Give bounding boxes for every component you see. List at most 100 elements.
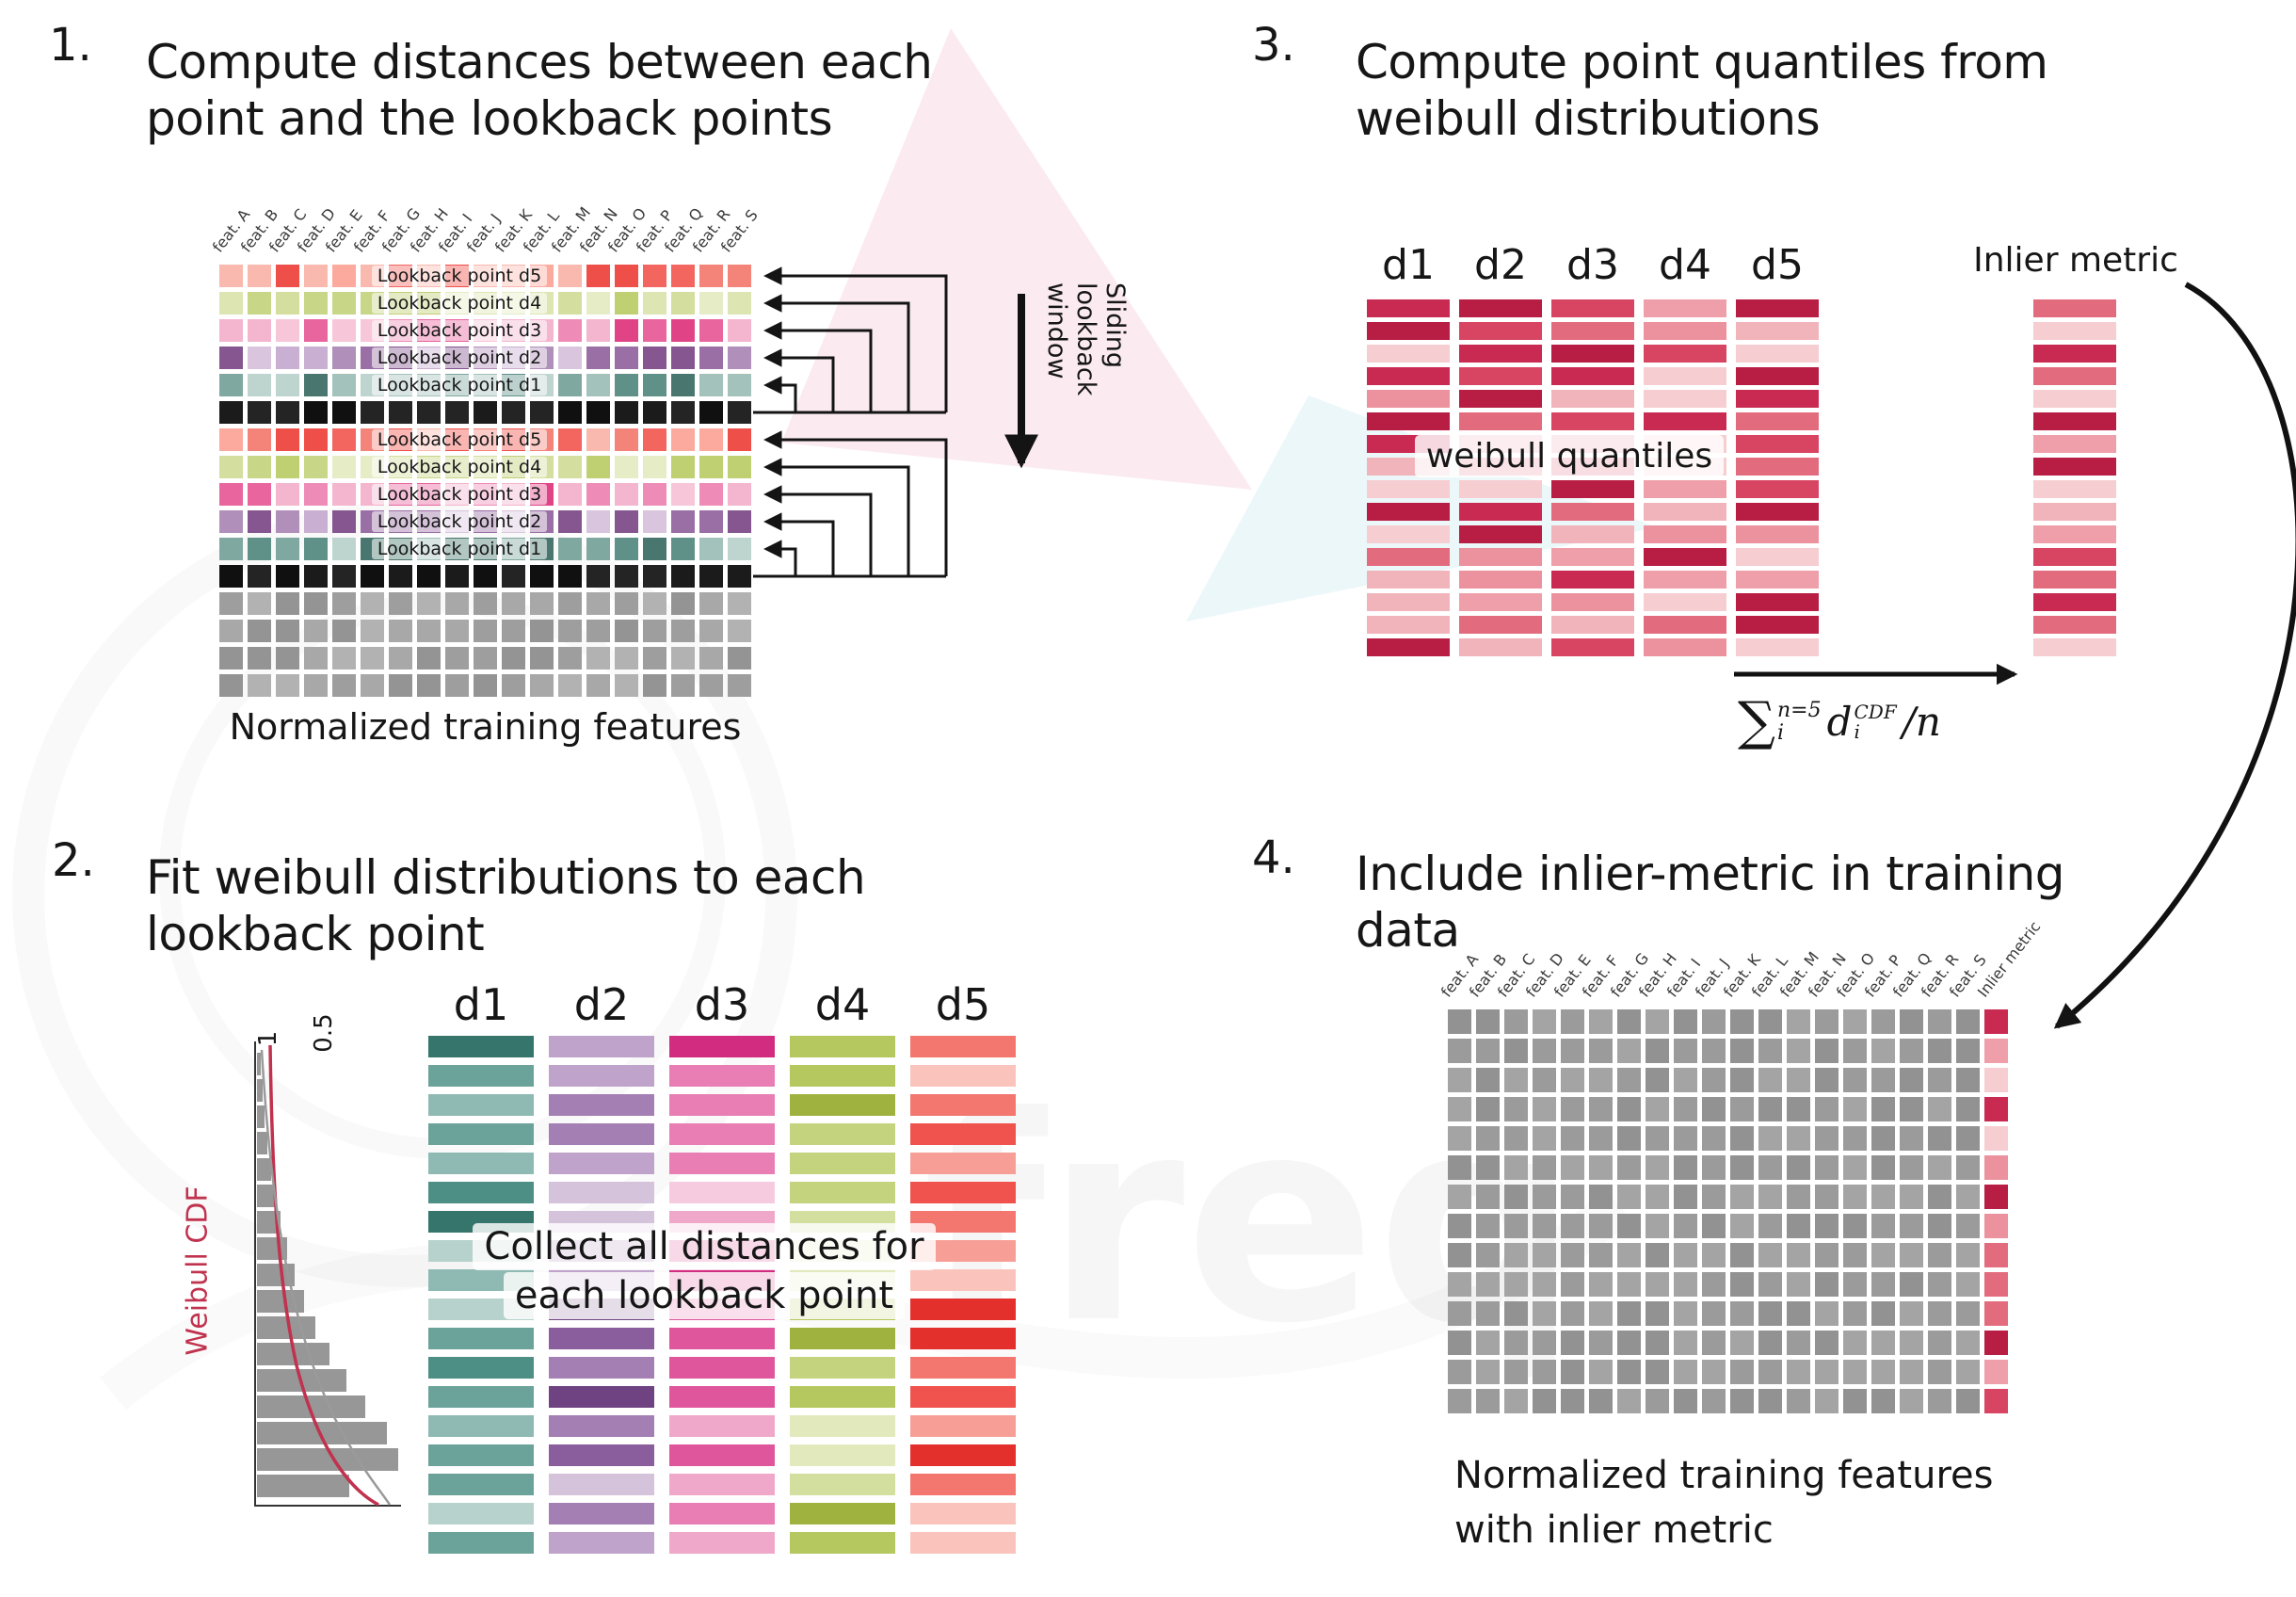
training-feature-cell: [1448, 1185, 1471, 1209]
distance-bar: [549, 1357, 654, 1379]
training-feature-cell: [1448, 1068, 1471, 1092]
training-feature-cell: [1730, 1301, 1754, 1326]
training-feature-cell: [1702, 1039, 1726, 1063]
matrix-cell: [219, 292, 243, 315]
matrix-cell: [728, 292, 751, 315]
distance-bar: [910, 1123, 1016, 1145]
distance-column-label: d5: [935, 979, 991, 1030]
training-feature-cell: [1758, 1097, 1782, 1121]
matrix-cell: [728, 510, 751, 533]
training-feature-cell: [1758, 1243, 1782, 1267]
lookback-row-label: Lookback point d1: [292, 374, 627, 396]
quantile-bar: [1551, 593, 1634, 611]
matrix-cell: [276, 456, 299, 478]
training-feature-cell: [1448, 1214, 1471, 1238]
matrix-cell: [417, 401, 441, 424]
matrix-cell: [332, 647, 356, 669]
training-feature-cell: [1871, 1331, 1895, 1355]
training-feature-cell: [1617, 1360, 1641, 1384]
matrix-cell: [558, 401, 582, 424]
training-feature-cell: [1646, 1214, 1669, 1238]
quantile-bar: [1644, 525, 1726, 543]
training-feature-cell: [1730, 1360, 1754, 1384]
training-feature-cell: [1730, 1009, 1754, 1034]
training-feature-cell: [1787, 1185, 1810, 1209]
inlier-metric-cell: [1984, 1097, 2008, 1121]
matrix-cell: [276, 319, 299, 342]
training-feature-cell: [1815, 1039, 1838, 1063]
training-feature-cell: [1815, 1331, 1838, 1355]
matrix-cell: [502, 647, 525, 669]
matrix-cell: [615, 483, 638, 506]
distance-bar: [910, 1065, 1016, 1087]
panel2-title-line1: Fit weibull distributions to each: [146, 850, 866, 905]
training-feature-cell: [1871, 1214, 1895, 1238]
panel4-title-line1: Include inlier-metric in training: [1356, 847, 2065, 901]
training-feature-cell: [1448, 1360, 1471, 1384]
training-feature-cell: [1448, 1155, 1471, 1180]
training-feature-cell: [1956, 1272, 1980, 1297]
matrix-cell: [219, 456, 243, 478]
lookback-row-label: Lookback point d2: [292, 347, 627, 369]
distance-bar: [428, 1328, 534, 1349]
matrix-cell: [558, 456, 582, 478]
inlier-metric-label: Inlier metric: [1973, 241, 2178, 280]
quantile-bar: [1367, 571, 1450, 589]
distance-bar: [790, 1182, 895, 1203]
training-feature-cell: [1674, 1301, 1697, 1326]
quantile-bar: [1736, 548, 1819, 566]
matrix-cell: [643, 456, 666, 478]
matrix-cell: [219, 319, 243, 342]
training-feature-cell: [1617, 1243, 1641, 1267]
weibull-histogram-bar: [257, 1395, 365, 1418]
training-feature-cell: [1758, 1185, 1782, 1209]
training-feature-cell: [1956, 1009, 1980, 1034]
quantile-bar: [1367, 322, 1450, 340]
training-feature-cell: [1787, 1360, 1810, 1384]
matrix-cell: [248, 647, 271, 669]
matrix-cell: [332, 565, 356, 588]
distance-column-label: d2: [573, 979, 630, 1030]
training-feature-cell: [1900, 1039, 1923, 1063]
distance-bar: [669, 1094, 775, 1116]
matrix-cell: [304, 265, 328, 287]
matrix-cell: [586, 292, 610, 315]
training-feature-cell: [1871, 1272, 1895, 1297]
training-feature-cell: [1871, 1097, 1895, 1121]
training-feature-cell: [1448, 1097, 1471, 1121]
distance-bar: [790, 1357, 895, 1379]
training-feature-cell: [1730, 1214, 1754, 1238]
matrix-cell: [586, 483, 610, 506]
inlier-metric-cell: [1984, 1331, 2008, 1355]
inlier-metric-cell: [1984, 1039, 2008, 1063]
distance-bar: [910, 1240, 1016, 1262]
distance-bar: [910, 1386, 1016, 1408]
matrix-cell: [671, 483, 695, 506]
matrix-cell: [276, 674, 299, 697]
matrix-cell: [699, 401, 723, 424]
matrix-cell: [558, 565, 582, 588]
matrix-cell: [615, 428, 638, 451]
matrix-cell: [502, 565, 525, 588]
matrix-cell: [671, 456, 695, 478]
training-feature-cell: [1674, 1039, 1697, 1063]
sum-upper-limit: n=5: [1776, 698, 1822, 722]
matrix-cell: [304, 592, 328, 615]
weibull-histogram-bar: [257, 1475, 349, 1497]
training-feature-cell: [1476, 1039, 1500, 1063]
matrix-cell: [728, 401, 751, 424]
training-feature-cell: [1617, 1272, 1641, 1297]
matrix-cell: [699, 483, 723, 506]
matrix-cell: [474, 647, 497, 669]
training-feature-cell: [1928, 1039, 1951, 1063]
quantile-bar: [1644, 480, 1726, 498]
distance-subscript: i: [1854, 719, 1860, 743]
distance-bar: [790, 1065, 895, 1087]
weibull-histogram-bar: [257, 1211, 281, 1234]
collect-distances-note-line1: Collect all distances for: [473, 1223, 936, 1270]
matrix-cell: [332, 265, 356, 287]
matrix-cell: [445, 647, 469, 669]
training-feature-cell: [1561, 1126, 1584, 1151]
inlier-metric-bar: [2033, 299, 2116, 317]
matrix-cell: [248, 292, 271, 315]
